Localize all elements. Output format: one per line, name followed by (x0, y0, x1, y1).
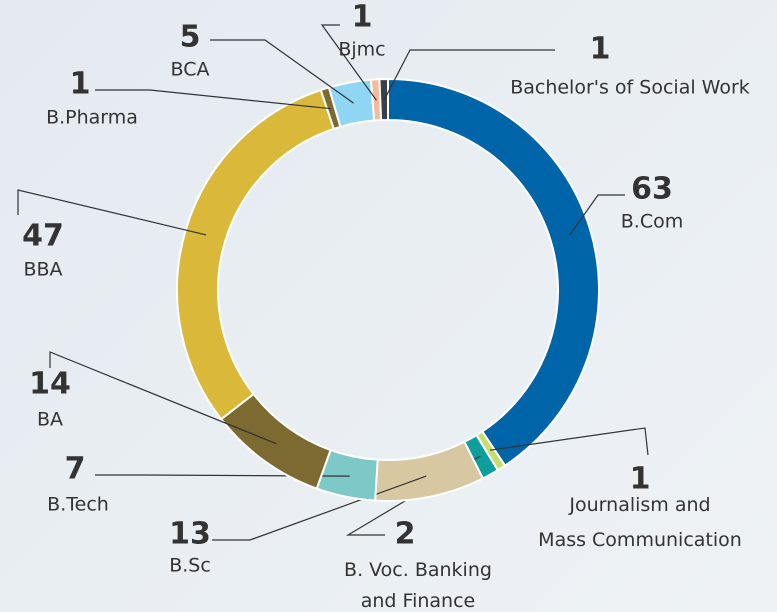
value-label: 1 (352, 0, 373, 35)
donut-segment (219, 392, 332, 490)
donut-segment (374, 440, 485, 502)
category-label: Bjmc (338, 39, 385, 61)
value-label: 13 (169, 517, 211, 552)
category-label: Bachelor's of Social Work (510, 77, 750, 99)
value-label: 1 (70, 67, 91, 102)
leader-line (49, 351, 277, 445)
category-label: BA (37, 409, 63, 431)
donut-segment (176, 88, 336, 421)
category-label: B.Com (621, 211, 683, 233)
category-label: B. Voc. Banking and Finance (344, 559, 492, 612)
value-label: 63 (631, 172, 673, 207)
category-label: BCA (171, 59, 210, 81)
value-label: 1 (630, 462, 651, 497)
leader-line (490, 427, 649, 456)
category-label: B.Tech (47, 494, 109, 516)
value-label: 1 (590, 32, 611, 67)
value-label: 2 (395, 517, 416, 552)
donut-segment (387, 77, 600, 467)
leader-line (569, 194, 625, 236)
category-label: B.Sc (169, 555, 211, 577)
value-label: 14 (29, 367, 71, 402)
category-label: Journalism and Mass Communication (538, 494, 742, 551)
leader-line (320, 24, 377, 101)
category-label: B.Pharma (46, 107, 138, 129)
leader-line (210, 39, 354, 104)
value-label: 7 (65, 452, 86, 487)
leader-line (95, 89, 332, 110)
leader-line (383, 49, 555, 101)
category-label: BBA (23, 259, 62, 281)
value-label: 5 (180, 20, 201, 55)
value-label: 47 (22, 219, 64, 254)
leader-line (95, 474, 350, 477)
leader-line (17, 189, 207, 236)
